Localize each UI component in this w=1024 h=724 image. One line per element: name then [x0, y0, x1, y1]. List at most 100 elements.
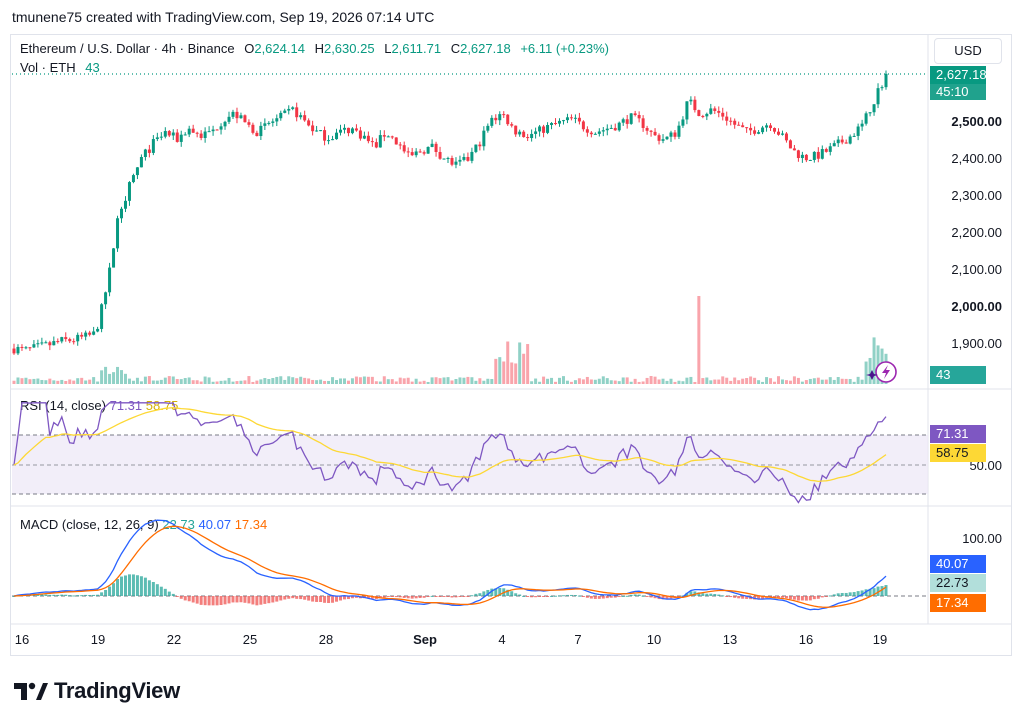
candle-body: [569, 117, 573, 119]
macd-hist-bar: [784, 596, 788, 599]
volume-bar: [151, 380, 155, 384]
candle-body: [195, 132, 199, 134]
candle-body: [40, 342, 44, 344]
macd-hist-bar: [123, 575, 127, 596]
volume-bar: [120, 370, 124, 384]
macd-hist-bar: [872, 588, 876, 596]
volume-bar: [852, 381, 856, 384]
macd-hist-bar: [44, 594, 48, 596]
volume-bar: [554, 381, 558, 384]
candle-body: [315, 130, 319, 132]
volume-bar: [350, 378, 354, 384]
candle-body: [757, 132, 761, 134]
macd-hist-bar: [319, 596, 323, 602]
macd-hist-bar: [135, 575, 139, 596]
macd-hist-bar: [139, 576, 143, 596]
candle-body: [434, 143, 438, 152]
candle-body: [20, 346, 24, 348]
candle-body: [649, 130, 653, 132]
volume-bar: [609, 380, 613, 384]
volume-bar: [836, 377, 840, 384]
macd-hist-bar: [721, 595, 725, 597]
macd-hist-bar: [557, 595, 561, 597]
volume-bar: [446, 377, 450, 384]
volume-bar: [542, 376, 546, 384]
candle-body: [494, 117, 498, 121]
macd-hist-bar: [653, 596, 657, 599]
volume-bar: [581, 379, 585, 384]
macd-hist-bar: [733, 596, 737, 598]
volume-bar: [530, 381, 534, 384]
macd-hist-bar: [737, 596, 741, 599]
volume-bar: [40, 379, 44, 384]
candle-body: [402, 145, 406, 152]
candle-body: [327, 140, 331, 142]
candle-body: [581, 121, 585, 130]
macd-hist-bar: [299, 596, 303, 600]
macd-hist-bar: [689, 591, 693, 596]
volume-bar: [486, 378, 490, 384]
volume-bar: [287, 376, 291, 384]
x-tick-19b: 19: [872, 632, 888, 647]
volume-bar: [366, 376, 370, 384]
volume-bar: [283, 379, 287, 384]
candle-body: [657, 135, 661, 141]
candle-body: [323, 130, 327, 141]
currency-button[interactable]: USD: [934, 38, 1002, 64]
volume-bar: [72, 380, 76, 384]
candle-body: [721, 112, 725, 117]
macd-hist-bar: [621, 595, 625, 597]
volume-bar: [84, 380, 88, 384]
volume-bar: [143, 376, 147, 384]
volume-bar: [773, 381, 777, 384]
macd-hist-bar: [243, 596, 247, 603]
volume-bar: [860, 379, 864, 384]
candle-body: [235, 111, 239, 119]
rsi-legend: RSI (14, close) 71.31 58.75: [20, 398, 178, 413]
macd-hist-bar: [291, 596, 295, 599]
candle-body: [597, 131, 601, 134]
macd-hist-bar: [231, 596, 235, 603]
candle-body: [92, 331, 96, 335]
volume-bar: [28, 379, 32, 384]
volume-bar: [175, 379, 179, 384]
candle-body: [243, 115, 247, 123]
candle-body: [733, 120, 737, 125]
macd-hist-bar: [629, 594, 633, 596]
macd-hist-bar: [203, 596, 207, 606]
macd-hist-bar: [446, 596, 450, 597]
volume-bar: [645, 377, 649, 384]
macd-hist-bar: [796, 596, 800, 601]
x-tick-4: 4: [498, 632, 506, 647]
candle-body: [354, 128, 358, 131]
volume-bar: [729, 380, 733, 384]
volume-bar: [20, 378, 24, 384]
macd-hist-bar: [339, 596, 343, 601]
lightning-icon[interactable]: [866, 361, 897, 383]
macd-axis-100: 100.00: [962, 531, 1002, 546]
candle-body: [542, 126, 546, 133]
macd-hist-bar: [167, 591, 171, 596]
candle-body: [139, 157, 143, 168]
price-tick-2000: 2,000.00: [951, 299, 1002, 314]
volume-bar: [24, 377, 28, 384]
open-value: 2,624.14: [254, 41, 305, 56]
volume-bar: [649, 376, 653, 384]
candle-body: [669, 132, 673, 137]
macd-hist-bar: [247, 596, 251, 604]
macd-hist-bar: [434, 596, 438, 597]
volume-bar: [522, 353, 526, 384]
macd-hist-bar: [287, 596, 291, 599]
candle-body: [804, 154, 808, 161]
candle-body: [518, 131, 522, 135]
macd-hist-bar: [661, 596, 665, 600]
macd-hist-bar: [370, 596, 374, 599]
macd-hist-bar: [191, 596, 195, 603]
candle-body: [84, 332, 88, 337]
candle-body: [179, 134, 183, 142]
tradingview-wordmark: TradingView: [54, 678, 180, 703]
candle-body: [414, 151, 418, 156]
macd-hist-bar: [633, 594, 637, 596]
volume-bar: [203, 376, 207, 384]
